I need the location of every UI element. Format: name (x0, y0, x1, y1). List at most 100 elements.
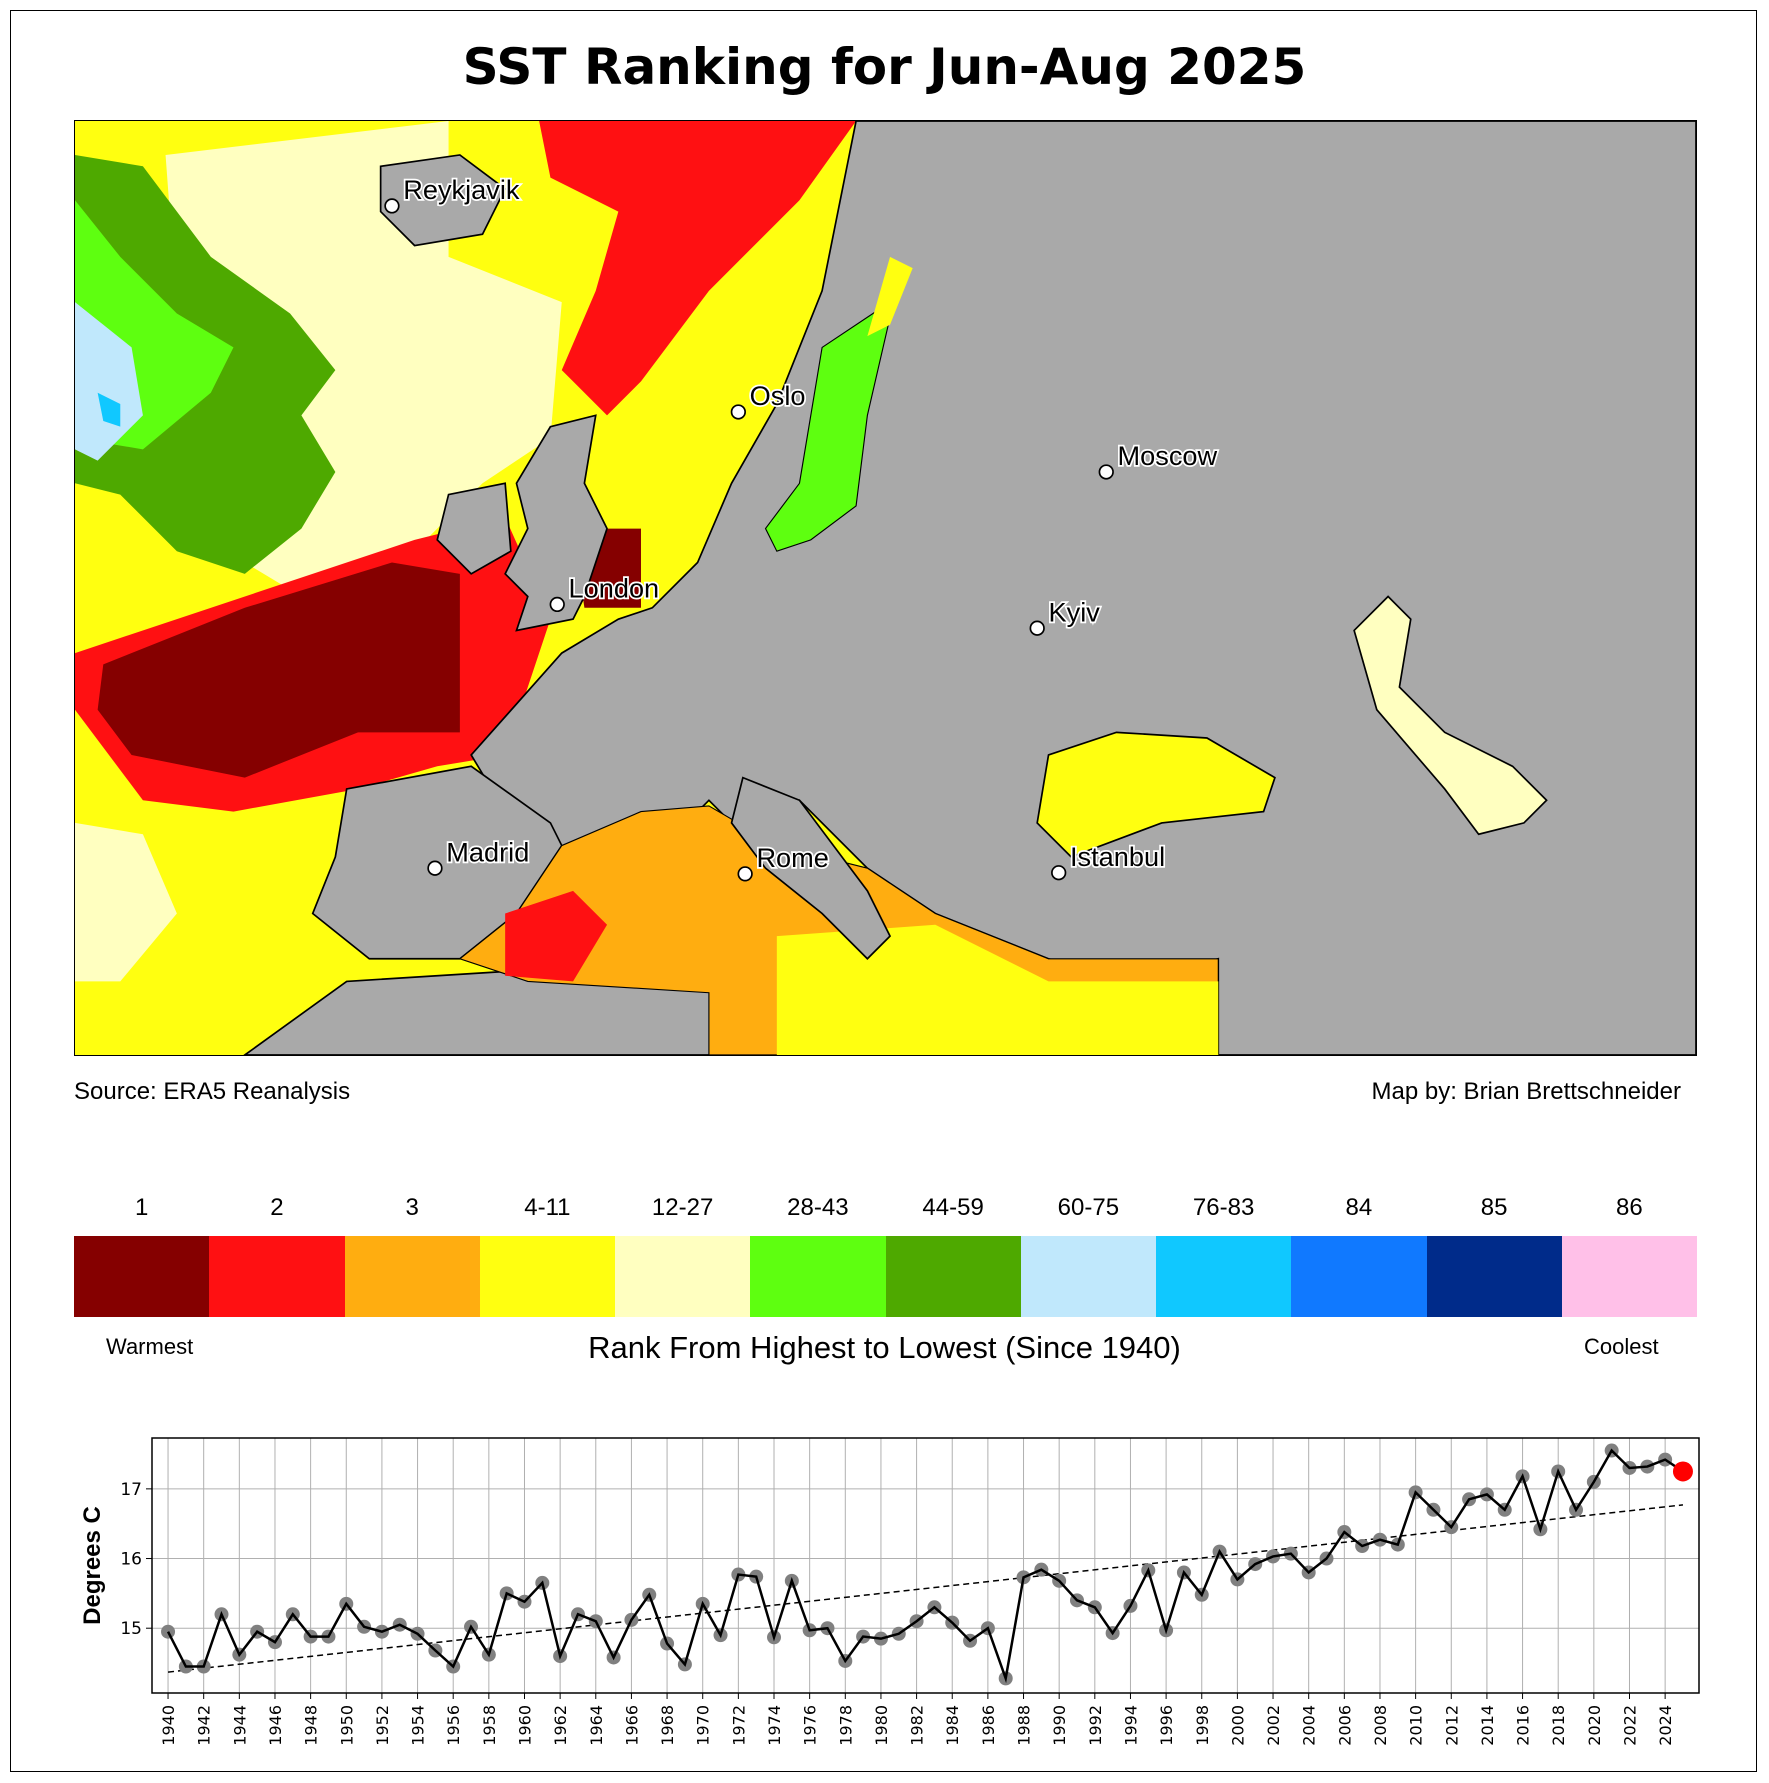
land-iceland (379, 154, 507, 247)
city-dot (730, 404, 746, 420)
x-tick-label: 2004 (1300, 1705, 1319, 1746)
x-tick-label: 2002 (1264, 1705, 1283, 1746)
colorbar-label: 3 (405, 1194, 419, 1221)
x-tick-label: 2022 (1620, 1705, 1639, 1746)
city-label: Moscow (1118, 440, 1218, 471)
x-tick-label: 2006 (1335, 1705, 1354, 1746)
land-italy (730, 776, 892, 960)
city-markers: Reykjavik Oslo Moscow London Kyiv Madrid Rome I… (384, 172, 1219, 882)
city-dot (384, 198, 400, 214)
x-tick-label: 1998 (1193, 1705, 1212, 1746)
figure-frame (10, 10, 1757, 1772)
city-dot (1051, 865, 1067, 881)
colorbar-label: 44-59 (922, 1194, 984, 1221)
colorbar-label: 2 (270, 1194, 284, 1221)
x-tick-label: 1996 (1157, 1705, 1176, 1746)
x-tick-label: 2010 (1407, 1705, 1426, 1746)
sea-rank-60-75 (75, 302, 143, 461)
city-label: Reykjavik (403, 174, 520, 205)
colorbar-swatch (750, 1236, 886, 1317)
y-axis-label: Degrees C (79, 1506, 106, 1625)
x-tick-label: 1976 (801, 1705, 820, 1746)
city-dot (1098, 464, 1114, 480)
city-dot (427, 860, 443, 876)
y-tick-label: 15 (120, 1619, 142, 1639)
sea-rank-2-north (539, 121, 857, 416)
x-tick-label: 1972 (729, 1705, 748, 1746)
land-ireland (436, 482, 512, 575)
x-tick-label: 1994 (1121, 1705, 1140, 1746)
x-tick-label: 2014 (1478, 1705, 1497, 1746)
colorbar-swatch (1426, 1236, 1562, 1317)
x-tick-label: 2020 (1585, 1705, 1604, 1746)
x-tick-label: 1986 (979, 1705, 998, 1746)
x-tick-label: 1980 (872, 1705, 891, 1746)
colorbar-label: 4-11 (524, 1194, 571, 1221)
colorbar-swatch (1561, 1236, 1697, 1317)
data-point (161, 1624, 176, 1639)
x-tick-label: 1974 (765, 1705, 784, 1746)
colorbar-swatch (1156, 1236, 1292, 1317)
city-label: Istanbul (1070, 841, 1165, 872)
colorbar-swatch (479, 1236, 615, 1317)
sea-black-sea (1036, 731, 1276, 858)
colorbar-swatch (1020, 1236, 1156, 1317)
x-tick-label: 1964 (587, 1705, 606, 1746)
x-tick-label: 1982 (908, 1705, 927, 1746)
x-tick-label: 1984 (943, 1705, 962, 1746)
y-tick-label: 16 (120, 1550, 142, 1570)
x-tick-label: 1990 (1050, 1705, 1069, 1746)
y-tick-label: 17 (120, 1480, 142, 1500)
x-tick-label: 1966 (622, 1705, 641, 1746)
colorbar-label: 12-27 (651, 1194, 714, 1221)
x-tick-label: 1944 (230, 1705, 249, 1746)
colorbar-labels: 1 2 3 4-11 12-27 28-43 44-59 60-75 76-83 84 85 86 (74, 1194, 1697, 1222)
x-tick-label: 1958 (480, 1705, 499, 1746)
city-label: Madrid (446, 836, 529, 867)
colorbar-label: 76-83 (1192, 1194, 1255, 1221)
x-tick-label: 1946 (266, 1705, 285, 1746)
sst-rank-map: Reykjavik Oslo Moscow London Kyiv Madrid Rome I… (74, 120, 1697, 1056)
x-tick-label: 1948 (302, 1705, 321, 1746)
sea-rank-1-atlantic (97, 562, 460, 778)
highlight-point-2025 (1672, 1461, 1693, 1482)
x-tick-label: 2000 (1228, 1705, 1247, 1746)
x-tick-label: 2024 (1656, 1705, 1675, 1746)
colorbar (74, 1236, 1697, 1317)
city-label: Kyiv (1049, 596, 1101, 627)
sea-mediterranean-yellow (776, 924, 1219, 1055)
plot-area-border (151, 1437, 1700, 1694)
sst-timeseries-chart: 1940 1942 1944 1946 1948 1950 1952 1954 1956 1958… (79, 1437, 1700, 1746)
colorbar-swatch (1291, 1236, 1427, 1317)
page-title: SST Ranking for Jun-Aug 2025 (462, 38, 1307, 96)
colorbar-swatch (615, 1236, 751, 1317)
colorbar-swatch (885, 1236, 1021, 1317)
x-tick-label: 1960 (515, 1705, 534, 1746)
sea-baltic-edge (867, 256, 913, 337)
x-tick-label: 2018 (1549, 1705, 1568, 1746)
x-tick-label: 1952 (373, 1705, 392, 1746)
sea-mediterranean-red (505, 890, 608, 982)
x-tick-label: 1988 (1015, 1705, 1034, 1746)
x-tick-label: 1940 (159, 1705, 178, 1746)
sea-rank-12-27-south (75, 822, 177, 982)
colorbar-label: 60-75 (1057, 1194, 1120, 1221)
x-tick-label: 1970 (694, 1705, 713, 1746)
colorbar-title: Rank From Highest to Lowest (Since 1940) (588, 1330, 1181, 1365)
colorbar-swatch (209, 1236, 345, 1317)
x-tick-label: 2008 (1371, 1705, 1390, 1746)
warmest-label: Warmest (106, 1334, 194, 1359)
x-tick-label: 1942 (195, 1705, 214, 1746)
colorbar-label: 84 (1345, 1194, 1373, 1221)
city-label: Rome (756, 842, 828, 873)
city-dot (1029, 620, 1045, 636)
city-label: Oslo (750, 380, 806, 411)
x-tick-label: 2012 (1442, 1705, 1461, 1746)
trend-line (167, 1504, 1684, 1673)
coolest-label: Coolest (1584, 1334, 1659, 1359)
colorbar-label: 85 (1480, 1194, 1508, 1221)
land-britain (504, 414, 608, 632)
x-tick-label: 1956 (444, 1705, 463, 1746)
x-tick-label: 1950 (337, 1705, 356, 1746)
x-tick-label: 1992 (1086, 1705, 1105, 1746)
